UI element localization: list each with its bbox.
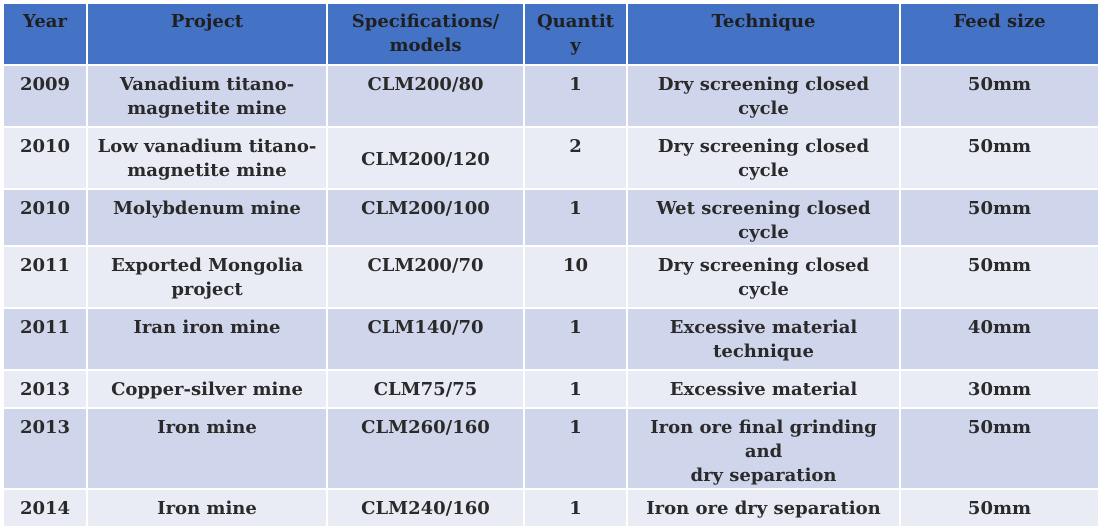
header-technique: Technique (626, 2, 901, 66)
table-row: 2011 Exported Mongolia project CLM200/70 … (2, 245, 1100, 309)
cell-project: Iran iron mine (86, 307, 328, 371)
cell-quantity: 1 (523, 369, 628, 409)
cell-project: Vanadium titano-magnetite mine (86, 64, 328, 128)
cell-quantity: 1 (523, 64, 628, 128)
header-specifications: Specifications/models (326, 2, 525, 66)
cell-feed-size: 50mm (899, 407, 1100, 490)
cell-specifications: CLM200/80 (326, 64, 525, 128)
header-feed-size: Feed size (899, 2, 1100, 66)
cell-specifications: CLM75/75 (326, 369, 525, 409)
cell-specifications: CLM200/100 (326, 188, 525, 247)
cell-year: 2010 (2, 126, 88, 190)
cell-technique: Excessive material (626, 369, 901, 409)
cell-specifications: CLM240/160 (326, 488, 525, 528)
cell-technique: Iron ore dry separation (626, 488, 901, 528)
cell-specifications: CLM200/70 (326, 245, 525, 309)
header-quantity: Quantit y (523, 2, 628, 66)
cell-specifications: CLM200/120 (326, 126, 525, 190)
cell-project: Copper-silver mine (86, 369, 328, 409)
table-row: 2009 Vanadium titano-magnetite mine CLM2… (2, 64, 1100, 128)
cell-quantity: 1 (523, 307, 628, 371)
cell-year: 2009 (2, 64, 88, 128)
table-header-row: Year Project Specifications/models Quant… (2, 2, 1100, 66)
cell-project: Iron mine (86, 407, 328, 490)
cell-technique: Dry screening closed cycle (626, 245, 901, 309)
cell-technique: Excessive material technique (626, 307, 901, 371)
cell-technique: Iron ore final grinding and dry separatio… (626, 407, 901, 490)
cell-feed-size: 40mm (899, 307, 1100, 371)
cell-technique: Dry screening closed cycle (626, 64, 901, 128)
cell-feed-size: 50mm (899, 126, 1100, 190)
cell-year: 2014 (2, 488, 88, 528)
cell-year: 2013 (2, 407, 88, 490)
cell-quantity: 1 (523, 488, 628, 528)
cell-year: 2010 (2, 188, 88, 247)
table-row: 2013 Iron mine CLM260/160 1 Iron ore fin… (2, 407, 1100, 490)
cell-feed-size: 30mm (899, 369, 1100, 409)
header-year: Year (2, 2, 88, 66)
cell-feed-size: 50mm (899, 64, 1100, 128)
cell-project: Molybdenum mine (86, 188, 328, 247)
cell-quantity: 1 (523, 188, 628, 247)
cell-project: Exported Mongolia project (86, 245, 328, 309)
cell-year: 2011 (2, 245, 88, 309)
cell-quantity: 2 (523, 126, 628, 190)
cell-technique: Dry screening closed cycle (626, 126, 901, 190)
cell-specifications: CLM140/70 (326, 307, 525, 371)
cell-feed-size: 50mm (899, 245, 1100, 309)
table-row: 2011 Iran iron mine CLM140/70 1 Excessiv… (2, 307, 1100, 371)
cell-technique: Wet screening closed cycle (626, 188, 901, 247)
cell-specifications: CLM260/160 (326, 407, 525, 490)
cell-quantity: 1 (523, 407, 628, 490)
cell-project: Iron mine (86, 488, 328, 528)
table-row: 2013 Copper-silver mine CLM75/75 1 Exces… (2, 369, 1100, 409)
cell-year: 2013 (2, 369, 88, 409)
header-project: Project (86, 2, 328, 66)
cell-feed-size: 50mm (899, 488, 1100, 528)
cell-project: Low vanadium titano-magnetite mine (86, 126, 328, 190)
cell-quantity: 10 (523, 245, 628, 309)
table-row: 2014 Iron mine CLM240/160 1 Iron ore dry… (2, 488, 1100, 528)
cell-year: 2011 (2, 307, 88, 371)
table-row: 2010 Low vanadium titano-magnetite mine … (2, 126, 1100, 190)
table-row: 2010 Molybdenum mine CLM200/100 1 Wet sc… (2, 188, 1100, 247)
cell-feed-size: 50mm (899, 188, 1100, 247)
